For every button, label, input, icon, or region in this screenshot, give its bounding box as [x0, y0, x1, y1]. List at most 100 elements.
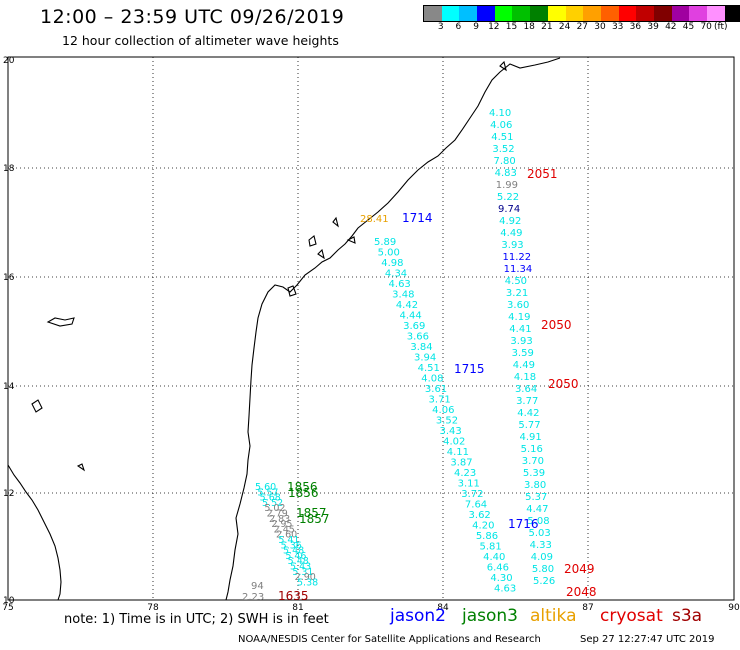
latitude-label: 16 — [3, 273, 15, 283]
legend-tick-label: 24 — [558, 22, 571, 32]
wave-height-label: 4.06 — [432, 405, 454, 416]
wave-height-label: 4.51 — [418, 363, 440, 374]
wave-height-label: 4.41 — [509, 324, 531, 335]
wave-height-label: 4.92 — [499, 216, 521, 227]
coastline — [7, 57, 561, 601]
wave-height-label: 4.47 — [526, 504, 548, 515]
longitude-labels: 75 78 81 84 87 90 — [2, 603, 740, 613]
latitude-label: 12 — [3, 489, 14, 499]
satellite-legend-s3a: s3a — [672, 606, 703, 626]
legend-swatch — [689, 6, 707, 21]
wave-height-label: 4.10 — [489, 108, 511, 119]
latitude-label: 18 — [3, 164, 15, 174]
wave-height-label: 1857 — [296, 506, 327, 520]
wave-height-label: 4.63 — [494, 584, 516, 595]
legend-swatch — [600, 6, 619, 21]
legend-tick-label: 36 — [629, 22, 642, 32]
wave-height-label: 5.31 — [292, 567, 313, 578]
longitude-label: 90 — [728, 603, 740, 613]
wave-height-label: 4.20 — [472, 521, 494, 532]
legend-swatch — [724, 6, 740, 21]
legend-tick-label: 27 — [576, 22, 589, 32]
satellite-legend-jason2: jason2 — [390, 606, 446, 626]
wave-height-label: 2049 — [564, 562, 595, 576]
legend-swatch — [459, 6, 478, 21]
wave-height-label: 4.49 — [500, 228, 522, 239]
island-4 — [332, 216, 339, 228]
wave-height-label: 5.48 — [283, 546, 304, 557]
wave-height-label: 4.44 — [399, 311, 421, 322]
wave-height-label: 4.23 — [454, 468, 476, 479]
wave-height-label: 3.59 — [512, 348, 534, 359]
wave-height-label: 1715 — [454, 362, 485, 376]
wave-height-label: 28.41 — [360, 214, 389, 225]
wave-height-label: 7.80 — [494, 156, 516, 167]
footer-timestamp: Sep 27 12:27:47 UTC 2019 — [580, 634, 715, 645]
wave-height-label: 5.26 — [533, 576, 555, 587]
wave-height-label: 94 — [251, 581, 264, 592]
legend-tick-label: 12 — [488, 22, 500, 32]
legend-tick-label: 42 — [665, 22, 677, 32]
wave-height-label: 4.30 — [490, 573, 512, 584]
legend-swatch — [512, 6, 531, 21]
wave-height-label: 5.16 — [521, 444, 543, 455]
legend-tick-label: 6 — [455, 22, 462, 32]
wave-height-label: 2.83 — [269, 514, 290, 525]
satellite-legend-cryosat: cryosat — [600, 606, 663, 626]
wave-height-label: 5.89 — [374, 237, 396, 248]
legend-tick-label: 18 — [523, 22, 535, 32]
wave-height-labels: 4.104.064.513.527.804.831.995.229.744.92… — [242, 108, 597, 603]
map-frame — [7, 56, 735, 601]
wave-height-label: 3.62 — [469, 510, 491, 521]
wave-height-label: 4.19 — [508, 312, 530, 323]
island-5 — [346, 236, 356, 244]
latitude-label: 10 — [3, 596, 15, 606]
island-7 — [499, 60, 507, 72]
latitude-label: 20 — [3, 56, 15, 66]
wave-height-label: 5.80 — [532, 564, 554, 575]
wave-height-label: 5.03 — [528, 528, 550, 539]
wave-height-label: 3.84 — [410, 342, 432, 353]
island-6 — [317, 248, 325, 260]
island-9 — [287, 285, 297, 297]
wave-height-label: 1714 — [402, 211, 433, 225]
longitude-label: 84 — [437, 603, 449, 613]
wave-height-label: 3.77 — [516, 396, 538, 407]
wave-height-label: 3.72 — [461, 489, 483, 500]
wave-height-label: 7.64 — [465, 500, 487, 511]
wave-height-label: 4.50 — [505, 276, 527, 287]
legend-swatch — [477, 6, 495, 21]
wave-height-label: 3.93 — [501, 240, 523, 251]
legend-swatch — [565, 6, 584, 21]
wave-height-label: 3.52 — [492, 144, 514, 155]
map-grid — [8, 57, 734, 600]
wave-height-label: 3.71 — [429, 395, 451, 406]
wave-height-label: 5.48 — [288, 556, 309, 567]
wave-height-label: 6.46 — [487, 563, 509, 574]
wave-height-label: 4.08 — [421, 374, 443, 385]
wave-height-label: 3.11 — [458, 479, 480, 490]
wave-height-label: 2.79 — [267, 509, 288, 520]
wave-height-label: 3.21 — [506, 288, 528, 299]
wave-height-label: 2.45 — [274, 524, 295, 535]
wave-height-label: 2051 — [527, 167, 558, 181]
wave-height-label: 3.66 — [407, 332, 429, 343]
wave-height-label: 3.52 — [436, 416, 458, 427]
legend-swatch — [636, 6, 654, 21]
wave-height-label: 1857 — [299, 512, 330, 526]
satellite-legend-altika: altika — [530, 606, 577, 626]
latitude-label: 14 — [3, 382, 15, 392]
wave-height-label: 1856 — [287, 480, 318, 494]
wave-height-label: 5.37 — [525, 492, 547, 503]
wave-height-label: 3.93 — [510, 336, 532, 347]
wave-height-label: 5.86 — [476, 531, 498, 542]
wave-height-label: 4.42 — [396, 300, 418, 311]
wave-height-label: 5.68 — [260, 493, 281, 504]
wave-height-label: 4.40 — [483, 552, 505, 563]
wave-height-label: 5.22 — [497, 192, 519, 203]
wave-height-label: 1.99 — [496, 180, 518, 191]
wave-height-label: 4.42 — [517, 408, 539, 419]
wave-height-label: 4.34 — [385, 269, 407, 280]
wave-height-label: 2.60 — [276, 530, 297, 541]
coastline-east — [225, 57, 561, 601]
